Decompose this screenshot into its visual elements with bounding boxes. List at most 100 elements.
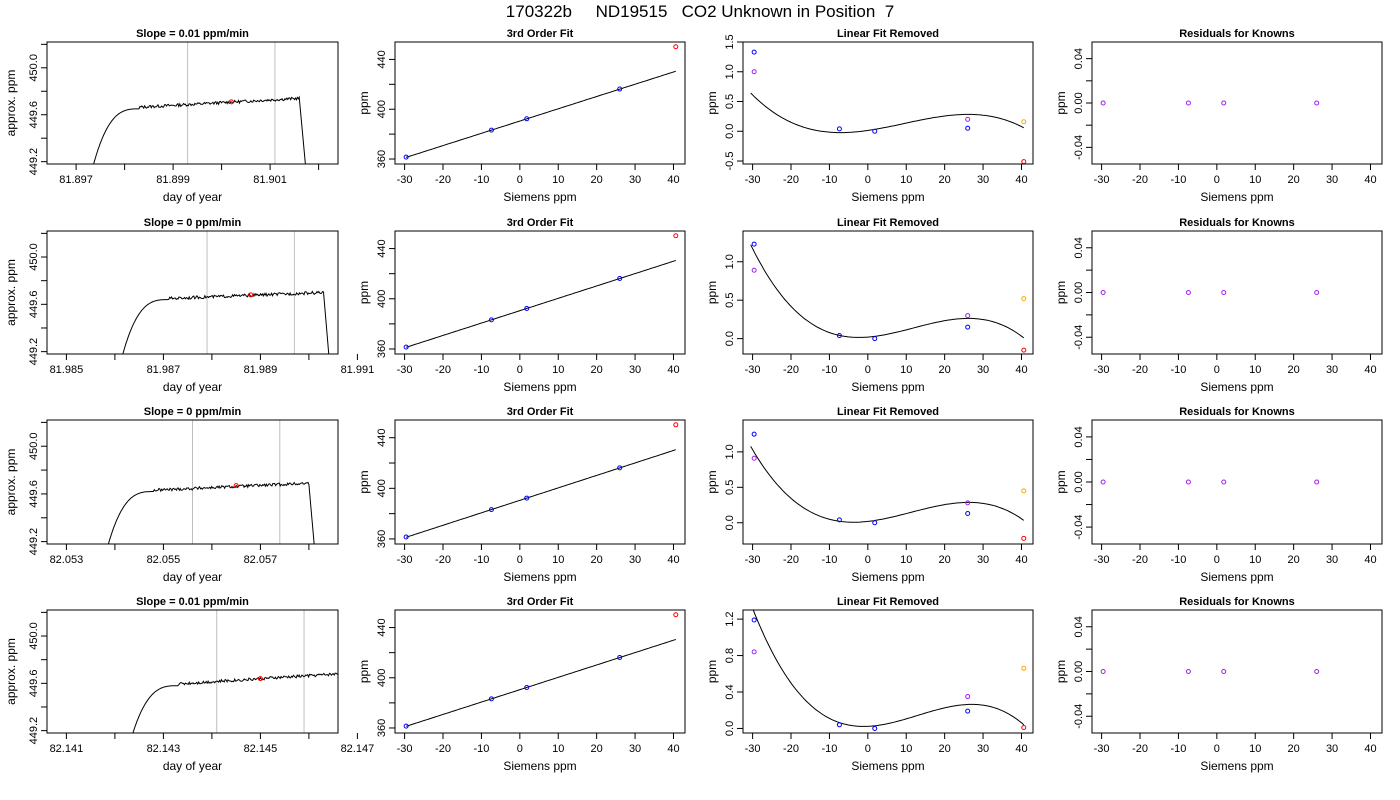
chart-5-xtick-label-2: -10 [473,364,489,376]
chart-6-xtick-label-7: 40 [1015,364,1027,376]
chart-1-known-point-3 [617,86,623,92]
chart-5-ytick-label-0: 360 [376,340,388,358]
chart-0-highlight-point [228,99,234,105]
chart-2-ytick-label-0: -0.5 [724,152,736,171]
chart-12-xtick-label-4: 82.145 [244,743,278,755]
chart-0-frame [46,41,339,165]
chart-6-raw-point-0 [751,267,757,273]
chart-6-plot-area [750,241,1027,353]
chart-1-xtick-label-5: 20 [591,174,603,186]
chart-13-xtick-label-4: 10 [552,743,564,755]
chart-6-xtick-label-3: 0 [865,364,871,376]
chart-10-title: Linear Fit Removed [837,406,939,418]
chart-2-xtick-label-6: 30 [977,174,989,186]
chart-13-xtick-label-7: 40 [667,743,679,755]
chart-14-ytick-label-3: 1.2 [724,611,736,626]
chart-1-fit-curve [405,70,676,158]
chart-12-xtick-label-2: 82.143 [147,743,181,755]
chart-4-ylabel: approx. ppm [4,259,18,326]
chart-5-title: 3rd Order Fit [507,217,574,229]
chart-9-known-point-0 [403,534,409,540]
chart-7-known-point-3 [1314,290,1320,295]
chart-14-plot-area [751,610,1027,731]
chart-2-ytick-label-2: 0.5 [724,94,736,109]
chart-5-known-point-2 [524,305,530,311]
chart-13-plot-area [403,612,679,729]
chart-0-xlabel: day of year [163,190,222,204]
chart-3-title: Residuals for Knowns [1179,28,1295,40]
chart-5-fit-curve [405,260,676,348]
chart-5-frame [394,230,686,355]
chart-7-xtick-label-3: 0 [1214,364,1220,376]
chart-14-xtick-label-3: 0 [865,743,871,755]
chart-6-known-point-2 [872,336,878,342]
chart-15-xtick-label-2: -10 [1170,743,1186,755]
chart-14-ytick-label-1: 0.4 [724,684,736,699]
chart-2-xtick-label-1: -20 [783,174,799,186]
chart-1: 3rd Order Fit Siemens ppm ppm -30 -20 -10 0 10 2… [357,28,686,204]
chart-0-title: Slope = 0.01 ppm/min [136,28,249,40]
chart-9-frame [394,419,686,545]
chart-9-fit-curve [405,449,676,538]
chart-3-known-point-1 [1185,100,1191,106]
chart-8-ytick-label-4: 450.0 [28,432,40,460]
chart-6-ytick-label-1: 0.5 [724,293,736,308]
chart-8-xtick-label-0: 82.053 [50,554,84,566]
chart-14-frame [742,609,1034,734]
chart-3-known-point-3 [1314,100,1320,106]
chart-8-ytick-label-0: 449.2 [28,528,40,556]
chart-14-known-point-0 [751,617,757,623]
chart-5: 3rd Order Fit Siemens ppm ppm -30 -20 -10 0 10 2… [357,217,686,394]
chart-13-ytick-label-0: 360 [376,719,388,737]
chart-11-xtick-label-5: 20 [1288,554,1300,566]
chart-11-known-point-3 [1314,479,1320,485]
chart-3-xtick-label-4: 10 [1249,174,1261,186]
chart-4-xlabel: day of year [163,380,222,394]
chart-3-frame [1091,41,1383,165]
chart-9-xtick-label-7: 40 [667,554,679,566]
chart-14-unknown-point [1021,725,1027,731]
chart-13-unknown-point [673,612,679,618]
chart-2: Linear Fit Removed Siemens ppm ppm -30 -20 -1… [705,28,1034,204]
chart-12-trace [132,672,338,733]
chart-3-ytick-label-2: 0.00 [1073,92,1085,113]
chart-2-fit-curve [750,92,1025,134]
chart-14-xtick-label-2: -10 [821,743,837,755]
chart-4-ytick-label-2: 449.6 [28,291,40,319]
chart-10-xtick-label-4: 10 [900,554,912,566]
chart-4-ytick-label-0: 449.2 [28,338,40,366]
chart-5-ytick-label-4: 440 [376,239,388,257]
chart-3-xtick-label-0: -30 [1094,174,1110,186]
chart-14-known-point-1 [836,722,842,728]
chart-15-xtick-label-4: 10 [1249,743,1261,755]
chart-15-xtick-label-1: -20 [1132,743,1148,755]
chart-12-ylabel: approx. ppm [4,638,18,705]
chart-1-xtick-label-4: 10 [552,174,564,186]
chart-3-xtick-label-7: 40 [1364,174,1376,186]
chart-6-xtick-label-6: 30 [977,364,989,376]
chart-10-xtick-label-2: -10 [821,554,837,566]
chart-3-known-point-2 [1221,100,1227,106]
chart-12: Slope = 0.01 ppm/min day of year approx. p… [4,596,374,773]
chart-10-known-point-0 [751,431,757,437]
chart-8-trace [107,481,315,544]
chart-9-xtick-label-0: -30 [397,554,413,566]
chart-1-known-point-1 [488,127,494,133]
chart-7-xtick-label-7: 40 [1364,364,1376,376]
chart-6-fit-curve [750,244,1025,339]
chart-10-frame [742,419,1034,545]
chart-4-trace [122,290,330,354]
chart-10-ytick-label-0: 0.0 [724,515,736,530]
chart-6-ytick-label-0: 0.0 [724,331,736,346]
chart-7: Residuals for Knowns Siemens ppm ppm -30 -20… [1054,217,1383,394]
chart-2-ytick-label-1: 0.0 [724,124,736,139]
chart-12-title: Slope = 0.01 ppm/min [136,596,249,608]
chart-4-xtick-label-0: 81.985 [50,364,84,376]
chart-11-xtick-label-4: 10 [1249,554,1261,566]
chart-1-ytick-label-0: 360 [376,150,388,168]
chart-15-xtick-label-0: -30 [1094,743,1110,755]
chart-11-xtick-label-7: 40 [1364,554,1376,566]
chart-4-xtick-label-4: 81.989 [244,364,278,376]
chart-5-xtick-label-7: 40 [667,364,679,376]
